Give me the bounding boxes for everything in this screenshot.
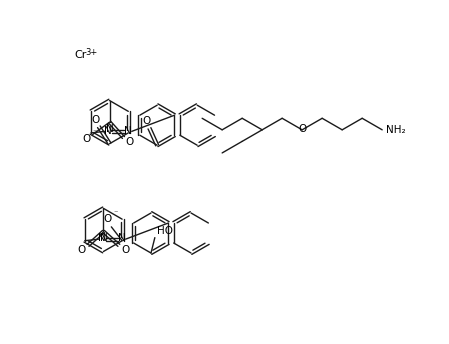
Text: N: N [100,233,107,244]
Text: O: O [78,245,86,255]
Text: N: N [104,126,112,136]
Text: 3+: 3+ [85,47,97,56]
Text: O: O [92,115,100,125]
Text: ⁻: ⁻ [92,127,97,136]
Text: N: N [118,233,126,244]
Text: N: N [106,124,114,134]
Text: N: N [124,126,132,136]
Text: NH₂: NH₂ [386,125,405,135]
Text: O: O [126,137,134,147]
Text: O: O [142,116,150,126]
Text: O: O [82,134,91,144]
Text: HO: HO [157,226,173,236]
Text: O: O [103,214,112,224]
Text: N: N [98,233,106,244]
Text: O: O [298,124,306,134]
Text: ⁻: ⁻ [113,208,117,217]
Text: Cr: Cr [74,50,87,60]
Text: O: O [121,245,129,255]
